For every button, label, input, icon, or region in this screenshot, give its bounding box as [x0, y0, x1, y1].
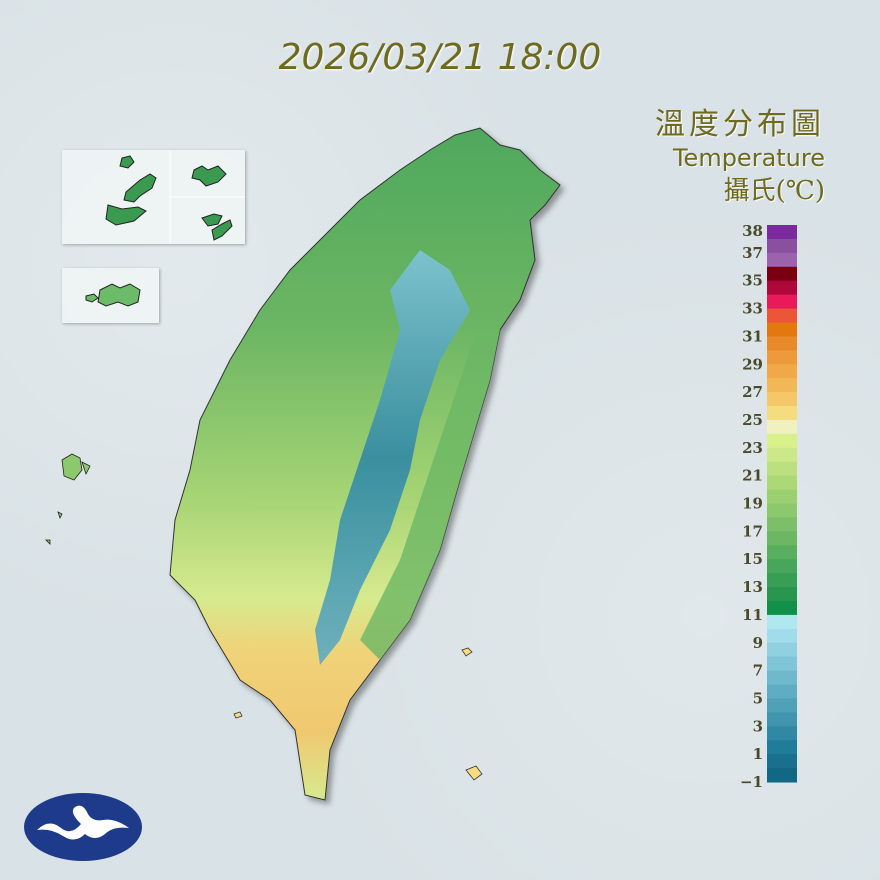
- legend-swatch: [767, 294, 797, 310]
- legend-swatch: [767, 517, 797, 532]
- legend-swatch: [767, 573, 797, 588]
- legend-swatch: [767, 559, 797, 574]
- legend-tick-label: 27: [742, 383, 763, 401]
- legend-swatch: [767, 475, 797, 491]
- inset-matsu: [62, 150, 245, 244]
- legend-tick-label: 3: [753, 717, 763, 735]
- legend-tick-label: 5: [753, 689, 763, 707]
- legend-swatch: [767, 322, 797, 337]
- legend-swatch: [767, 350, 797, 365]
- legend-title-en: Temperature: [672, 144, 825, 172]
- legend-swatch: [767, 642, 797, 658]
- legend-swatch: [767, 433, 797, 449]
- legend-swatch: [767, 392, 797, 407]
- legend-tick-label: 37: [742, 244, 763, 262]
- legend-swatch: [767, 531, 797, 546]
- inset-kinmen: [62, 268, 159, 323]
- legend-swatch: [767, 419, 797, 435]
- legend-swatch: [767, 600, 797, 616]
- legend-swatch: [767, 266, 797, 282]
- legend-tick-label: 1: [753, 745, 763, 763]
- legend-swatch: [767, 447, 797, 463]
- penghu-islands: [45, 453, 91, 545]
- legend-swatch: [767, 364, 797, 379]
- islet-orchid-island: [465, 765, 483, 781]
- legend-swatch: [767, 461, 797, 477]
- legend-swatch: [767, 336, 797, 351]
- legend-swatch: [767, 587, 797, 602]
- legend-swatch: [767, 545, 797, 560]
- legend-tick-label: 38: [742, 222, 763, 240]
- legend-swatch: [767, 503, 797, 518]
- east-coast-green: [360, 320, 500, 660]
- legend-title-zh: 溫度分布圖: [655, 107, 825, 142]
- legend-swatch: [767, 740, 797, 755]
- legend-swatch: [767, 489, 797, 504]
- legend-tick-label: 29: [742, 355, 763, 373]
- legend-swatch: [767, 628, 797, 644]
- legend-swatch: [767, 684, 797, 699]
- legend-swatch: [767, 225, 797, 240]
- map-timestamp: 2026/03/21 18:00: [278, 37, 602, 78]
- legend-swatch: [767, 768, 797, 783]
- legend-swatch: [767, 614, 797, 630]
- cwa-logo-icon: [24, 793, 142, 861]
- legend-tick-label: 25: [742, 411, 763, 429]
- islet-xiaoliuqiu: [233, 711, 243, 719]
- legend-swatch: [767, 670, 797, 686]
- legend-tick-label: 13: [742, 578, 763, 596]
- legend-swatch: [767, 252, 797, 268]
- legend-swatch: [767, 656, 797, 672]
- legend-tick-label: 31: [742, 327, 763, 345]
- legend-swatch: [767, 712, 797, 727]
- central-mountain-range: [315, 250, 470, 665]
- legend-tick-label: −1: [740, 773, 763, 791]
- legend-tick-label: 19: [742, 495, 763, 513]
- legend-tick-label: 35: [742, 272, 763, 290]
- legend-tick-label: 21: [742, 467, 763, 485]
- legend-tick-label: 23: [742, 439, 763, 457]
- legend-tick-label: 7: [753, 662, 763, 680]
- legend-swatch: [767, 238, 797, 254]
- legend-tick-label: 15: [742, 550, 763, 568]
- legend-tick-label: 33: [742, 300, 763, 318]
- legend-unit: 攝氏(℃): [723, 176, 825, 206]
- legend-swatch: [767, 378, 797, 393]
- legend-swatch: [767, 280, 797, 296]
- legend-tick-label: 9: [753, 634, 763, 652]
- islet-green-island: [461, 647, 473, 657]
- legend-swatch: [767, 726, 797, 741]
- legend-swatch: [767, 308, 797, 323]
- legend-swatch: [767, 754, 797, 769]
- legend-tick-label: 11: [742, 606, 763, 624]
- legend-tick-label: 17: [742, 522, 763, 540]
- legend-swatch: [767, 698, 797, 713]
- legend-swatch: [767, 406, 797, 421]
